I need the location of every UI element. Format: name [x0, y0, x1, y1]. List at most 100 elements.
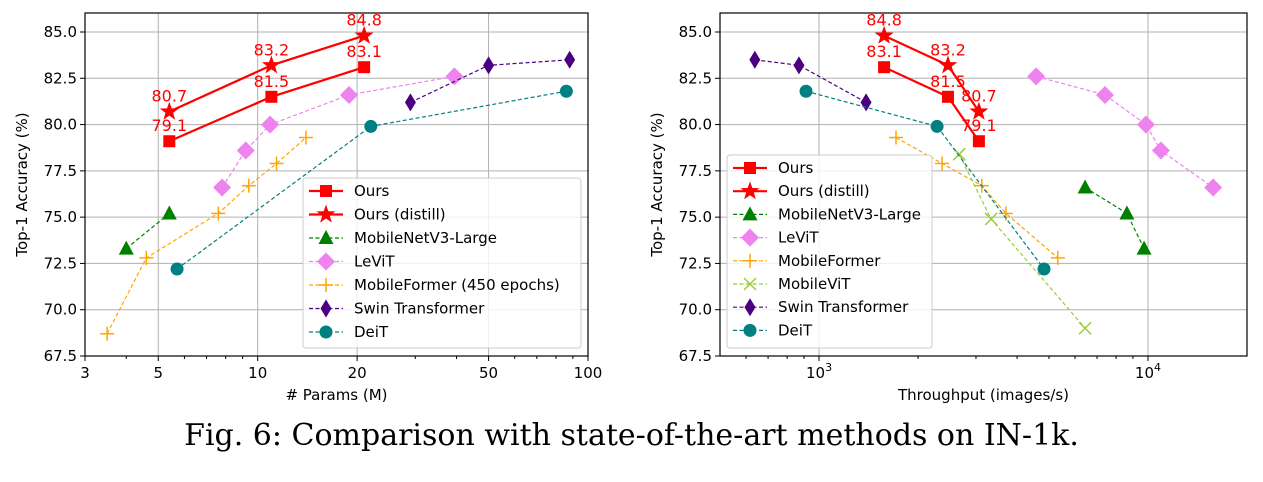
data-label: 80.7: [152, 87, 188, 106]
data-point: [941, 90, 954, 103]
data-point: [241, 178, 256, 193]
legend-entry: Swin Transformer: [733, 298, 909, 317]
series-ours: 79.1 81.5 83.1: [152, 42, 382, 148]
legend-label: Ours: [778, 159, 813, 177]
params-accuracy-chart: 79.1 81.5 83.1 80.7 83.2 84.8 67.5 70.0 72.5 75.0…: [13, 11, 602, 404]
y-axis-label: Top-1 Accuracy (%): [648, 112, 666, 257]
legend-marker: [743, 277, 757, 291]
legend-entry: DeiT: [733, 321, 813, 339]
series-levit: [213, 67, 464, 197]
legend-entry: Ours: [733, 159, 813, 177]
data-point: [878, 61, 891, 74]
x-tick-label: 50: [479, 364, 498, 382]
data-point: [159, 101, 179, 120]
legend-label: MobileFormer (450 epochs): [354, 276, 560, 294]
x-tick-label: 3: [80, 364, 90, 382]
data-point: [100, 326, 115, 341]
data-point: [559, 84, 573, 98]
legend-marker: [316, 204, 336, 223]
legend-entry: LeViT: [733, 228, 819, 247]
y-tick-label: 75.0: [679, 208, 712, 226]
data-point: [1077, 179, 1093, 194]
data-label: 81.5: [254, 72, 290, 91]
legend-entry: Ours (distill): [309, 204, 446, 224]
legend-label: MobileNetV3-Large: [778, 205, 921, 223]
data-point: [364, 119, 378, 133]
data-point: [161, 205, 177, 220]
data-point: [1119, 205, 1135, 220]
legend-marker: [317, 252, 335, 271]
data-label: 80.7: [961, 87, 997, 106]
x-axis: 3 5 10 20 50 100: [80, 356, 602, 382]
y-tick-label: 70.0: [44, 301, 77, 319]
data-point: [236, 141, 255, 160]
data-point: [265, 90, 278, 103]
data-point: [1136, 115, 1155, 134]
data-label: 81.5: [930, 72, 966, 91]
legend-marker: [320, 299, 332, 318]
data-point: [1095, 85, 1114, 104]
series-ours: 83.1 81.5 79.1: [866, 42, 997, 148]
data-point: [793, 56, 805, 75]
data-point: [1136, 240, 1152, 255]
legend-marker: [744, 162, 756, 174]
legend-label: MobileViT: [778, 275, 851, 293]
data-point: [1078, 321, 1092, 335]
data-point: [938, 55, 958, 74]
data-point: [969, 101, 989, 120]
data-point: [269, 156, 284, 171]
series-mobilenetv3-large: [1077, 179, 1152, 255]
legend-entry: Ours (distill): [733, 181, 870, 200]
legend-label: Ours (distill): [778, 182, 870, 200]
data-point: [483, 56, 495, 75]
data-label: 84.8: [346, 11, 382, 30]
x-tick-label: 5: [154, 364, 164, 382]
data-point: [935, 156, 950, 171]
legend-label: LeViT: [778, 229, 819, 247]
data-point: [340, 85, 359, 104]
legend: Ours Ours (distill) MobileNetV3-Large LeViT…: [302, 177, 582, 349]
data-point: [1037, 262, 1051, 276]
legend-entry: MobileViT: [733, 275, 851, 293]
data-point: [163, 135, 176, 148]
series-line: [805, 90, 1045, 270]
series-mobileformer-450-epochs: [100, 130, 313, 341]
legend-entry: MobileFormer (450 epochs): [309, 276, 560, 294]
data-point: [749, 50, 761, 69]
x-tick-label: 20: [348, 364, 367, 382]
data-label: 83.2: [254, 40, 290, 59]
legend-entry: MobileFormer: [733, 252, 881, 270]
legend-marker: [742, 206, 758, 221]
x-tick-label: 100: [574, 364, 603, 382]
data-point: [564, 50, 576, 69]
y-axis: 67.5 70.0 72.5 75.0 77.5 80.0 82.5 85.0: [679, 23, 720, 365]
data-point: [1050, 250, 1065, 265]
data-point: [930, 119, 944, 133]
series-deit: [799, 84, 1051, 276]
legend-marker: [743, 253, 757, 268]
legend-label: MobileFormer: [778, 252, 881, 270]
throughput-accuracy-chart: 83.1 81.5 79.1 84.8 83.2 80.7 67.5 70.0 72.5 75.0…: [648, 11, 1248, 404]
legend-entry: LeViT: [309, 252, 395, 271]
legend-marker: [741, 228, 759, 247]
data-point: [1151, 141, 1170, 160]
data-label: 79.1: [961, 116, 997, 135]
y-tick-label: 72.5: [679, 254, 712, 272]
axes-frame: [84, 12, 589, 357]
y-tick-label: 75.0: [44, 208, 77, 226]
data-label: 79.1: [152, 116, 188, 135]
data-point: [889, 130, 904, 145]
series-ours-distill: 80.7 83.2 84.8: [152, 11, 382, 120]
legend-label: Swin Transformer: [354, 300, 485, 318]
y-tick-label: 70.0: [679, 301, 712, 319]
x-tick-label: 104: [1135, 361, 1161, 382]
legend-label: Ours: [354, 182, 389, 200]
y-axis-label: Top-1 Accuracy (%): [13, 112, 31, 257]
data-point: [298, 130, 313, 145]
series-line: [106, 137, 307, 335]
data-label: 84.8: [866, 11, 902, 30]
legend-label: MobileNetV3-Large: [354, 229, 497, 247]
y-tick-label: 82.5: [679, 69, 712, 87]
x-axis: 103 104: [806, 356, 1161, 382]
